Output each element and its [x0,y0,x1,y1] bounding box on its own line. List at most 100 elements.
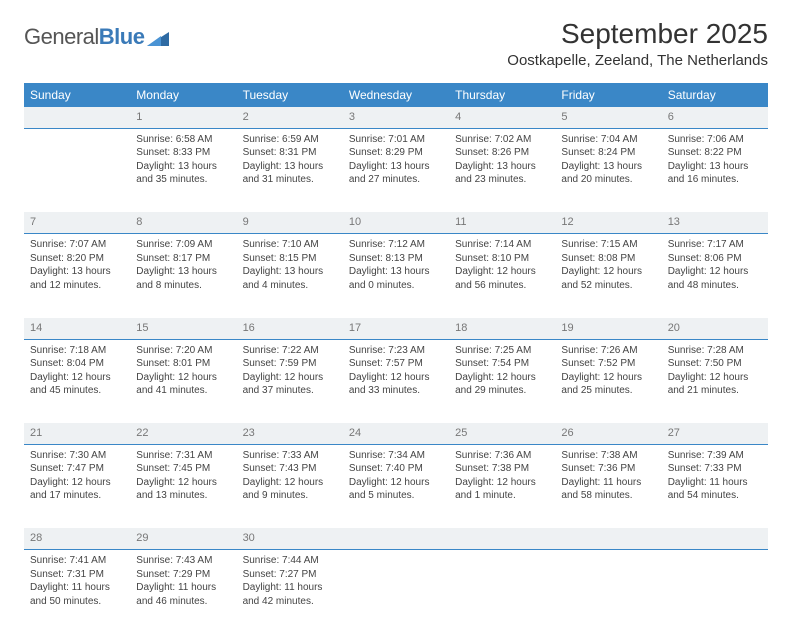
day-number: 11 [449,212,555,233]
day-cell: Sunrise: 7:14 AMSunset: 8:10 PMDaylight:… [449,234,555,318]
day2-text: and 5 minutes. [349,489,443,503]
day1-text: Daylight: 12 hours [455,265,549,279]
sunrise-text: Sunrise: 7:30 AM [30,449,124,463]
day-cell: Sunrise: 6:59 AMSunset: 8:31 PMDaylight:… [237,128,343,212]
day2-text: and 12 minutes. [30,279,124,293]
sunrise-text: Sunrise: 7:20 AM [136,344,230,358]
day2-text: and 33 minutes. [349,384,443,398]
day1-text: Daylight: 12 hours [349,476,443,490]
day1-text: Daylight: 12 hours [136,371,230,385]
daynum-row: 21222324252627 [24,423,768,444]
sunset-text: Sunset: 8:24 PM [561,146,655,160]
day-number: 16 [237,318,343,339]
sunrise-text: Sunrise: 7:25 AM [455,344,549,358]
day1-text: Daylight: 11 hours [243,581,337,595]
day-number: 14 [24,318,130,339]
day2-text: and 27 minutes. [349,173,443,187]
day2-text: and 25 minutes. [561,384,655,398]
sunrise-text: Sunrise: 7:41 AM [30,554,124,568]
sunrise-text: Sunrise: 7:22 AM [243,344,337,358]
day-cell: Sunrise: 7:17 AMSunset: 8:06 PMDaylight:… [662,234,768,318]
day1-text: Daylight: 13 hours [136,265,230,279]
sunset-text: Sunset: 8:29 PM [349,146,443,160]
day1-text: Daylight: 11 hours [30,581,124,595]
day1-text: Daylight: 12 hours [30,371,124,385]
day-cell [449,550,555,634]
day-cell [555,550,661,634]
day-cell: Sunrise: 7:44 AMSunset: 7:27 PMDaylight:… [237,550,343,634]
day-cell [662,550,768,634]
day-number [662,528,768,549]
sunset-text: Sunset: 7:54 PM [455,357,549,371]
sunset-text: Sunset: 8:26 PM [455,146,549,160]
content-row: Sunrise: 7:41 AMSunset: 7:31 PMDaylight:… [24,550,768,634]
sunrise-text: Sunrise: 7:28 AM [668,344,762,358]
weekday-row: SundayMondayTuesdayWednesdayThursdayFrid… [24,83,768,107]
sunset-text: Sunset: 7:43 PM [243,462,337,476]
day1-text: Daylight: 12 hours [349,371,443,385]
day-cell: Sunrise: 7:43 AMSunset: 7:29 PMDaylight:… [130,550,236,634]
sunset-text: Sunset: 8:13 PM [349,252,443,266]
day2-text: and 58 minutes. [561,489,655,503]
sunrise-text: Sunrise: 7:38 AM [561,449,655,463]
page-title: September 2025 [507,18,768,50]
day-cell [343,550,449,634]
day-cell: Sunrise: 7:25 AMSunset: 7:54 PMDaylight:… [449,339,555,423]
day1-text: Daylight: 12 hours [136,476,230,490]
day2-text: and 45 minutes. [30,384,124,398]
sunset-text: Sunset: 8:22 PM [668,146,762,160]
day2-text: and 29 minutes. [455,384,549,398]
day-number: 24 [343,423,449,444]
day-number: 9 [237,212,343,233]
day-number: 26 [555,423,661,444]
day1-text: Daylight: 13 hours [30,265,124,279]
day2-text: and 23 minutes. [455,173,549,187]
day1-text: Daylight: 11 hours [561,476,655,490]
daynum-row: 282930 [24,528,768,549]
day-cell: Sunrise: 7:33 AMSunset: 7:43 PMDaylight:… [237,444,343,528]
day2-text: and 20 minutes. [561,173,655,187]
day2-text: and 1 minute. [455,489,549,503]
weekday-header: Monday [130,83,236,107]
day1-text: Daylight: 12 hours [561,265,655,279]
weekday-header: Friday [555,83,661,107]
day2-text: and 0 minutes. [349,279,443,293]
day1-text: Daylight: 12 hours [561,371,655,385]
sunrise-text: Sunrise: 7:15 AM [561,238,655,252]
day-cell: Sunrise: 7:07 AMSunset: 8:20 PMDaylight:… [24,234,130,318]
sunrise-text: Sunrise: 6:59 AM [243,133,337,147]
day-cell: Sunrise: 7:36 AMSunset: 7:38 PMDaylight:… [449,444,555,528]
day-number: 22 [130,423,236,444]
sunset-text: Sunset: 8:15 PM [243,252,337,266]
sunrise-text: Sunrise: 7:07 AM [30,238,124,252]
sunrise-text: Sunrise: 7:01 AM [349,133,443,147]
sunset-text: Sunset: 7:57 PM [349,357,443,371]
day2-text: and 16 minutes. [668,173,762,187]
day-number: 19 [555,318,661,339]
sunset-text: Sunset: 7:31 PM [30,568,124,582]
sunset-text: Sunset: 8:31 PM [243,146,337,160]
sunset-text: Sunset: 8:33 PM [136,146,230,160]
day-number: 25 [449,423,555,444]
sunset-text: Sunset: 7:50 PM [668,357,762,371]
day2-text: and 37 minutes. [243,384,337,398]
sunrise-text: Sunrise: 7:17 AM [668,238,762,252]
day2-text: and 31 minutes. [243,173,337,187]
day1-text: Daylight: 13 hours [243,160,337,174]
day-cell: Sunrise: 7:02 AMSunset: 8:26 PMDaylight:… [449,128,555,212]
sunrise-text: Sunrise: 7:06 AM [668,133,762,147]
sunrise-text: Sunrise: 7:23 AM [349,344,443,358]
logo-text: GeneralBlue [24,24,144,50]
sunset-text: Sunset: 8:04 PM [30,357,124,371]
day-number: 6 [662,107,768,128]
day1-text: Daylight: 13 hours [349,160,443,174]
day-cell: Sunrise: 7:18 AMSunset: 8:04 PMDaylight:… [24,339,130,423]
day1-text: Daylight: 12 hours [243,371,337,385]
day2-text: and 56 minutes. [455,279,549,293]
day-cell: Sunrise: 7:31 AMSunset: 7:45 PMDaylight:… [130,444,236,528]
sunset-text: Sunset: 8:17 PM [136,252,230,266]
day-number: 3 [343,107,449,128]
logo: GeneralBlue [24,24,169,50]
day-number: 8 [130,212,236,233]
sunrise-text: Sunrise: 7:43 AM [136,554,230,568]
